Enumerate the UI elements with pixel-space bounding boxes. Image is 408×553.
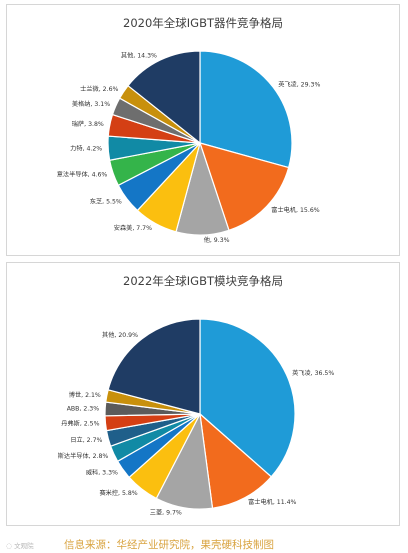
source-footer: 信息来源：华经产业研究院，果壳硬科技制图: [64, 539, 274, 551]
pie-slice: [199, 318, 296, 478]
slice-label: 其他, 14.3%: [121, 52, 157, 60]
slice-label: ABB, 2.3%: [67, 406, 99, 413]
chart-panel-2020: 2020年全球IGBT器件竞争格局 英飞凌, 29.3% 富士电机, 15.6% 他…: [6, 4, 400, 256]
slice-label: 威科, 3.3%: [86, 469, 118, 477]
pie-chart-2020: 英飞凌, 29.3% 富士电机, 15.6% 他, 9.3% 安森美, 7.7% 东芝,…: [57, 50, 320, 244]
chart-title-2022: 2022年全球IGBT模块竞争格局: [123, 274, 283, 288]
slice-label: 其他, 20.9%: [102, 331, 138, 339]
slice-label: 士兰微, 2.6%: [80, 85, 118, 93]
pie-slice: [127, 50, 201, 145]
slice-label: 美格纳, 3.1%: [72, 100, 110, 108]
chart-panel-2022: 2022年全球IGBT模块竞争格局 英飞凌, 36.5% 富士电机, 11.4% 三…: [6, 262, 400, 526]
slice-label: 三菱, 9.7%: [150, 509, 182, 517]
watermark-text: 文观院: [14, 542, 34, 550]
slice-label: 丹弗斯, 2.5%: [61, 420, 99, 428]
slice-label: 英飞凌, 29.3%: [278, 80, 320, 88]
pie-slice: [107, 318, 201, 415]
pie-slice: [199, 50, 293, 169]
slice-label: 英飞凌, 36.5%: [292, 369, 334, 377]
slice-label: 日立, 2.7%: [70, 436, 102, 444]
slice-label: 富士电机, 15.6%: [271, 206, 319, 214]
slice-label: 东芝, 5.5%: [90, 198, 122, 206]
watermark-logo-icon: ◌: [6, 542, 13, 550]
watermark: ◌ 文观院: [6, 540, 34, 550]
slice-label: 斯达半导体, 2.8%: [58, 452, 109, 460]
slice-label: 富士电机, 11.4%: [248, 498, 296, 506]
slice-label: 力特, 4.2%: [70, 145, 102, 153]
slice-label: 意法半导体, 4.6%: [57, 171, 108, 179]
slice-label: 赛米控, 5.8%: [99, 489, 137, 497]
pie-slice: [199, 412, 273, 509]
slice-label: 瑞萨, 3.8%: [72, 120, 104, 128]
slice-label: 博世, 2.1%: [69, 391, 101, 399]
chart-title-2020: 2020年全球IGBT器件竞争格局: [123, 16, 283, 30]
pie-chart-2022: 英飞凌, 36.5% 富士电机, 11.4% 三菱, 9.7% 赛米控, 5.8% 威科…: [58, 318, 334, 517]
slice-label: 他, 9.3%: [204, 236, 230, 244]
slice-label: 安森美, 7.7%: [114, 224, 152, 232]
